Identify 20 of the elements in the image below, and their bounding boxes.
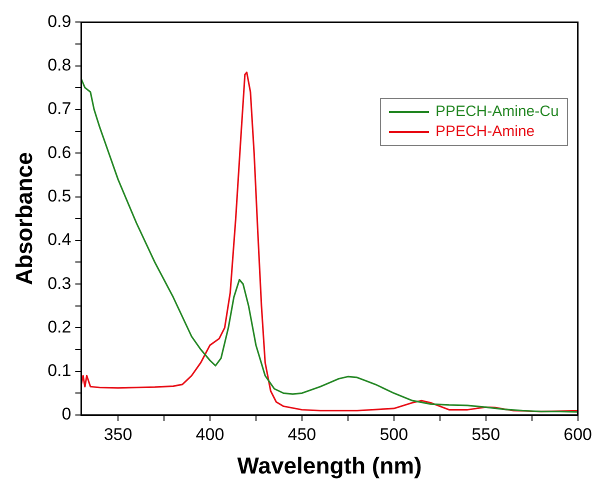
y-tick-label: 0.7 [48,99,72,118]
x-tick-label: 600 [564,424,592,444]
x-tick-label: 550 [472,424,500,444]
x-tick-label: 450 [288,424,316,444]
y-tick-label: 0.4 [48,230,72,250]
y-tick-label: 0.1 [48,361,72,380]
y-tick-label: 0.8 [48,56,72,75]
x-tick-label: 400 [196,424,224,444]
x-axis-title: Wavelength (nm) [237,452,422,479]
legend-label: PPECH-Amine [435,122,535,142]
x-tick-label: 500 [380,424,408,444]
y-axis-title: Absorbance [11,152,38,286]
y-tick-label: 0.3 [48,274,72,293]
legend-label: PPECH-Amine-Cu [435,102,559,122]
y-tick-label: 0.9 [48,12,72,31]
y-tick-label: 0.2 [48,317,72,336]
y-tick-label: 0.6 [48,142,72,162]
x-tick-label: 350 [104,424,132,444]
y-tick-label: 0.5 [48,186,72,206]
y-tick-label: 0 [62,404,72,424]
